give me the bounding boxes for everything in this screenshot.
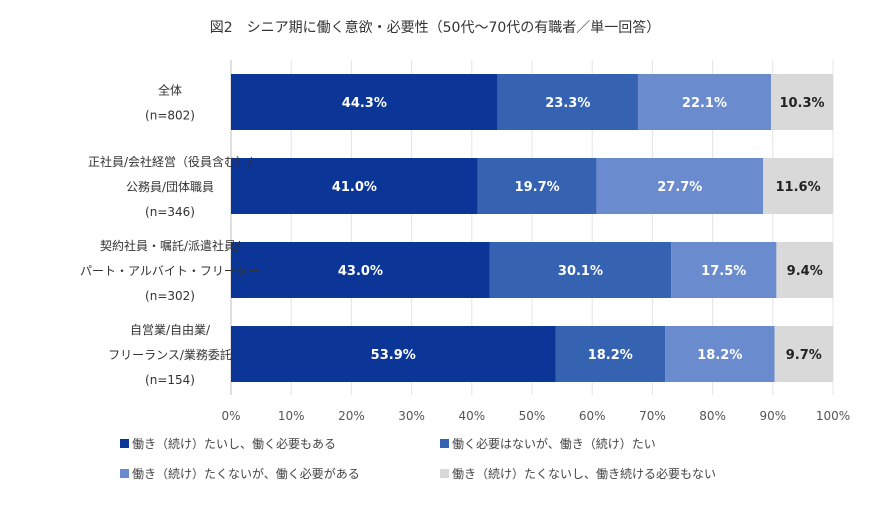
x-tick-label: 20% <box>338 409 365 423</box>
bar-segment <box>231 326 556 382</box>
x-tick-label: 70% <box>639 409 666 423</box>
data-label: 43.0% <box>338 264 383 279</box>
category-label: パート・アルバイト・フリーター <box>80 264 260 278</box>
category-label: 全体 <box>158 83 182 98</box>
category-label: (n=154) <box>145 373 195 387</box>
legend-swatch <box>440 439 449 448</box>
x-tick-label: 10% <box>278 409 305 423</box>
chart-title: 図2 シニア期に働く意欲・必要性（50代～70代の有職者／単一回答） <box>210 19 661 36</box>
bar-segment <box>776 242 833 298</box>
bar-segment <box>231 158 478 214</box>
legend-label: 働き（続け）たくないし、働き続ける必要もない <box>452 467 716 481</box>
bar-segment <box>497 74 638 130</box>
data-label: 41.0% <box>332 180 377 195</box>
bar-segment <box>489 242 672 298</box>
bar-segment <box>231 242 490 298</box>
category-label: 正社員/会社経営（役員含む）/ <box>88 154 253 169</box>
x-tick-label: 60% <box>579 409 606 423</box>
legend-swatch <box>120 439 129 448</box>
bar-segment <box>596 158 764 214</box>
legend-label: 働く必要はないが、働き（続け）たい <box>452 436 656 451</box>
legend-swatch <box>440 469 449 478</box>
data-label: 53.9% <box>371 348 416 363</box>
data-label: 9.7% <box>786 348 822 363</box>
data-label: 9.4% <box>787 264 823 279</box>
data-label: 11.6% <box>776 180 821 195</box>
data-label: 19.7% <box>515 180 560 195</box>
data-label: 10.3% <box>779 96 824 111</box>
data-label: 44.3% <box>342 96 387 111</box>
x-tick-label: 30% <box>398 409 425 423</box>
x-tick-label: 100% <box>816 409 850 423</box>
data-label: 17.5% <box>701 264 746 279</box>
x-tick-label: 50% <box>519 409 546 423</box>
x-tick-label: 0% <box>221 409 240 423</box>
data-label: 18.2% <box>588 348 633 363</box>
data-label: 30.1% <box>558 264 603 279</box>
category-label: (n=302) <box>145 289 195 303</box>
category-label: (n=802) <box>145 109 195 123</box>
x-tick-label: 40% <box>458 409 485 423</box>
bar-segment <box>637 74 771 130</box>
category-label: 公務員/団体職員 <box>126 180 214 194</box>
x-tick-label: 80% <box>699 409 726 423</box>
data-label: 27.7% <box>657 180 702 195</box>
data-label: 22.1% <box>682 96 727 111</box>
category-label: 自営業/自由業/ <box>130 323 211 337</box>
legend-swatch <box>120 469 129 478</box>
bar-segment <box>774 326 833 382</box>
category-label: フリーランス/業務委託 <box>108 347 232 362</box>
bar-segment <box>231 74 498 130</box>
data-label: 18.2% <box>697 348 742 363</box>
bar-segment <box>477 158 597 214</box>
bar-segment <box>665 326 775 382</box>
x-tick-label: 90% <box>759 409 786 423</box>
legend-label: 働き（続け）たいし、働く必要もある <box>132 437 336 451</box>
bar-segment <box>763 158 833 214</box>
bar-segment <box>671 242 777 298</box>
bar-segment <box>770 74 833 130</box>
bar-segment <box>555 326 666 382</box>
data-label: 23.3% <box>545 96 590 111</box>
category-label: (n=346) <box>145 205 195 219</box>
legend-label: 働き（続け）たくないが、働く必要がある <box>132 466 360 481</box>
category-label: 契約社員・嘱託/派遣社員/ <box>100 238 241 253</box>
